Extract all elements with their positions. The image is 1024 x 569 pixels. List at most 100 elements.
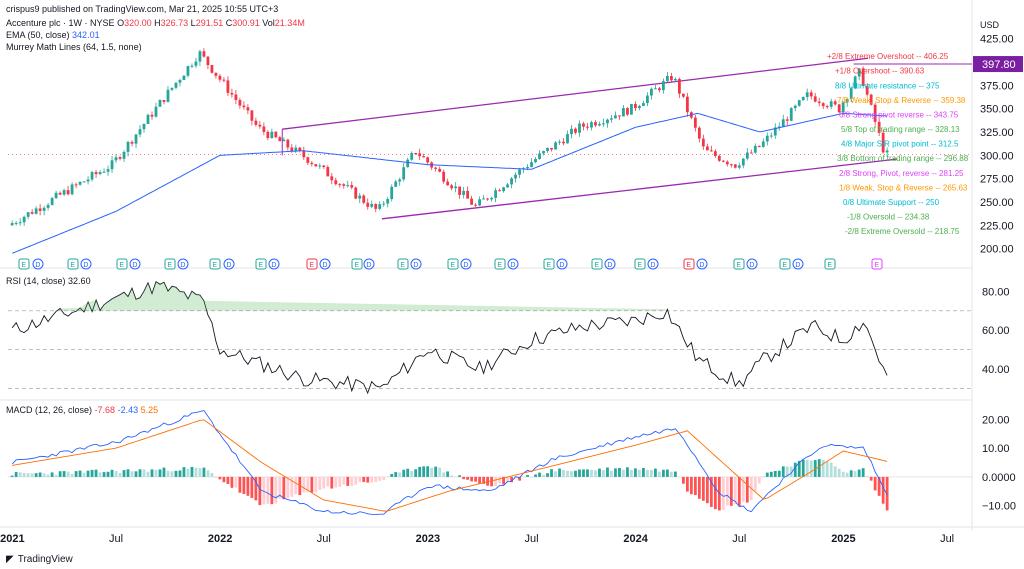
macd-histogram-bar [530,476,533,478]
macd-histogram-bar [669,471,673,477]
macd-histogram-bar [378,476,382,481]
candle-body [546,147,549,152]
candle-body [578,123,581,133]
rsi-legend[interactable]: RSI (14, close) 32.60 [6,276,91,286]
candle-body [769,135,773,137]
candle-body [761,141,765,147]
candle-body [534,158,537,163]
event-marker-letter: D [699,262,704,269]
candle-body [62,190,66,195]
candle-body [885,150,889,153]
macd-histogram-bar [18,472,22,477]
candle-body [274,131,278,138]
earnings-marker-icon [351,258,363,270]
candle-body [737,165,741,168]
candle-body [54,192,58,199]
candle-body [817,101,821,104]
candle-body [378,204,382,209]
macd-histogram-bar [797,460,801,477]
candle-body [622,108,625,117]
candle-body [781,119,785,127]
candle-body [234,94,238,101]
earnings-marker-icon [591,258,603,270]
event-marker-letter: D [35,262,40,269]
macd-histogram-bar [218,476,222,480]
candle-body [482,198,486,200]
candle-body [74,184,78,186]
candle-body [741,158,745,166]
macd-histogram-bar [705,476,709,504]
candle-body [302,150,306,158]
macd-histogram-bar [34,473,38,477]
candle-body [134,134,138,144]
murrey-legend[interactable]: Murrey Math Lines (64, 1.5, none) [6,42,142,52]
earnings-marker-icon [447,258,459,270]
macd-histogram-bar [254,476,258,501]
macd-histogram-bar [310,476,314,493]
macd-histogram-bar [58,471,62,477]
candle-body [570,128,573,135]
candle-body [586,126,589,128]
candle-body [773,127,777,136]
macd-histogram-bar [833,466,837,477]
macd-histogram-bar [630,469,633,477]
candle-body [442,171,446,182]
macd-histogram-bar [825,461,829,477]
candle-body [14,223,18,225]
event-marker-letter: D [322,262,327,269]
macd-histogram-bar [294,476,298,495]
macd-histogram-bar [14,472,18,477]
time-tick-label: Jul [525,533,539,545]
event-marker-letter: D [180,262,185,269]
candle-body [514,174,517,179]
candle-body [102,171,106,173]
candle-body [454,186,458,189]
candle-body [290,147,294,152]
candle-body [490,197,493,200]
candle-body [154,106,158,117]
candle-body [382,203,386,205]
earnings-marker-icon [871,258,883,270]
ema-legend[interactable]: EMA (50, close) 342.01 [6,30,100,40]
macd-legend[interactable]: MACD (12, 26, close) -7.68 -2.43 5.25 [6,405,159,415]
candle-body [142,123,146,130]
macd-histogram-bar [654,468,657,477]
macd-histogram-bar [306,476,310,492]
macd-histogram-bar [302,476,306,493]
event-marker-letter: E [736,262,741,269]
macd-histogram-bar [578,469,581,477]
macd-histogram-bar [466,476,470,480]
candle-body [669,76,673,81]
candle-body [386,199,390,204]
dividend-marker-icon [177,258,189,270]
candle-body [230,92,234,95]
macd-histogram-bar [877,476,881,496]
macd-histogram-bar [102,472,106,477]
candle-body [498,190,501,192]
macd-histogram-bar [342,476,346,485]
macd-histogram-bar [114,471,118,477]
macd-histogram-bar [614,468,617,477]
candle-body [318,165,322,167]
dividend-marker-icon [80,258,92,270]
macd-histogram-bar [506,476,509,482]
candle-body [594,122,597,126]
candle-body [362,195,366,203]
macd-histogram-bar [502,476,505,485]
macd-histogram-bar [214,476,218,478]
candle-body [118,157,122,159]
candle-body [673,78,677,81]
candle-body [262,126,266,132]
candle-body [218,75,222,80]
price-tick-label: 250.00 [980,197,1014,209]
macd-histogram-bar [110,469,114,477]
candle-body [630,104,633,115]
macd-histogram-bar [370,476,374,483]
macd-histogram-bar [66,471,70,477]
candle-body [713,151,717,156]
candle-body [86,179,90,182]
dividend-marker-icon [32,258,44,270]
tradingview-footer[interactable]: ◤ TradingView [6,554,73,565]
candle-body [462,190,466,195]
